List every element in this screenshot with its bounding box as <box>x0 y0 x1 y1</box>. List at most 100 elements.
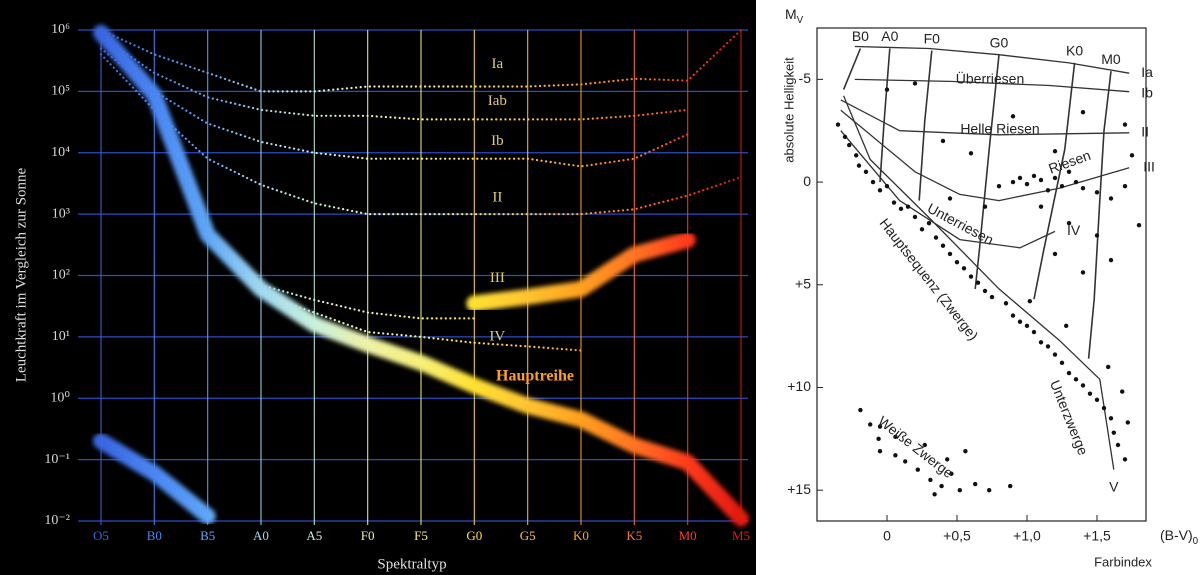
y-axis-label: Leuchtkraft im Vergleich zur Sonne <box>13 167 29 382</box>
series-label: IV <box>489 328 505 344</box>
star <box>1052 149 1058 154</box>
star <box>858 407 863 413</box>
star <box>1080 270 1086 275</box>
sequence-band <box>466 231 696 312</box>
star <box>968 151 974 156</box>
spectral-type-line <box>879 48 891 183</box>
spectral-type-label: B0 <box>852 28 869 44</box>
x-tick-label: G0 <box>466 528 482 543</box>
x-tick-label: +1,0 <box>1013 528 1041 544</box>
curve-label: III <box>1143 158 1155 174</box>
star <box>1017 175 1023 181</box>
star <box>1080 110 1086 115</box>
star <box>987 487 992 493</box>
spectral-type-line <box>1033 62 1076 300</box>
star <box>1038 177 1044 183</box>
series-label: Hauptreihe <box>496 368 574 385</box>
y-tick-label: 0 <box>803 173 811 189</box>
star <box>1094 190 1100 195</box>
star <box>877 424 883 429</box>
star <box>1003 301 1009 306</box>
star <box>949 471 954 476</box>
spectral-type-line <box>974 54 1000 289</box>
star <box>982 204 988 209</box>
star <box>968 274 974 279</box>
region-label: Unterzwerge <box>1047 378 1092 458</box>
star <box>915 467 920 472</box>
x-tick-label: M5 <box>732 528 750 543</box>
x-tick-label: 0 <box>883 528 891 544</box>
star <box>842 134 848 140</box>
star <box>1038 204 1044 209</box>
y-tick-label: 10⁶ <box>51 22 70 37</box>
star <box>954 259 960 265</box>
luminosity-class-curve <box>840 109 1130 202</box>
star <box>940 243 946 248</box>
star <box>905 204 911 209</box>
star <box>973 481 978 487</box>
y-tick-label: -5 <box>799 70 812 86</box>
star <box>1066 370 1072 376</box>
luminosity-class-curve <box>854 45 1130 74</box>
star <box>870 179 876 185</box>
star <box>847 142 852 148</box>
star <box>893 453 898 458</box>
star <box>1122 183 1128 189</box>
luminosity-class-curve <box>840 99 1130 136</box>
curve-label: IV <box>1067 222 1081 238</box>
star <box>1087 391 1093 396</box>
star <box>903 459 908 464</box>
luminosity-class-line <box>259 283 476 320</box>
star <box>1052 175 1058 181</box>
star <box>975 280 981 285</box>
star <box>1106 364 1111 370</box>
star <box>947 196 953 201</box>
star <box>919 227 925 232</box>
luminosity-class-line <box>99 47 689 168</box>
y-tick-label: 10⁵ <box>51 84 70 99</box>
spectral-type-line <box>842 48 862 90</box>
plot-frame <box>816 27 1147 522</box>
star <box>884 87 890 92</box>
star <box>1027 299 1033 304</box>
star <box>939 483 944 489</box>
spectral-type-line <box>918 50 933 201</box>
luminosity-class-line <box>259 292 583 352</box>
star <box>1115 442 1121 448</box>
luminosity-class-line <box>99 34 689 121</box>
star <box>912 214 918 220</box>
luminosity-class-line <box>99 28 743 93</box>
star <box>932 492 937 497</box>
luminosity-class-curve <box>843 95 1115 470</box>
star <box>933 235 939 240</box>
region-label: Überriesen <box>956 70 1024 87</box>
star <box>1129 153 1135 158</box>
star <box>1045 188 1051 193</box>
spectral-type-label: F0 <box>924 30 941 46</box>
x-tick-label: F0 <box>361 528 375 543</box>
y-tick-label: 10³ <box>52 206 70 221</box>
star <box>1136 223 1142 228</box>
star <box>989 294 995 300</box>
sequence-band <box>93 24 749 527</box>
x-axis-symbol: (B-V)0 <box>1160 527 1199 547</box>
star <box>1073 377 1079 382</box>
star <box>996 183 1002 189</box>
x-tick-label: A0 <box>253 528 269 543</box>
curve-label: Ia <box>1141 64 1153 80</box>
star <box>1111 430 1117 435</box>
star <box>922 442 927 448</box>
curve-label: V <box>1109 478 1119 494</box>
y-tick-label: 10⁰ <box>50 390 70 405</box>
star <box>1024 323 1030 329</box>
star <box>863 169 869 174</box>
star <box>1024 181 1030 187</box>
star <box>1122 457 1128 462</box>
x-tick-label: B0 <box>147 528 162 543</box>
star <box>1066 169 1072 174</box>
x-tick-label: +1,5 <box>1083 528 1111 544</box>
series-label: Ib <box>491 133 504 149</box>
region-label: Helle Riesen <box>960 121 1039 137</box>
x-axis-label: Farbindex <box>1094 554 1152 569</box>
star <box>1010 179 1016 185</box>
